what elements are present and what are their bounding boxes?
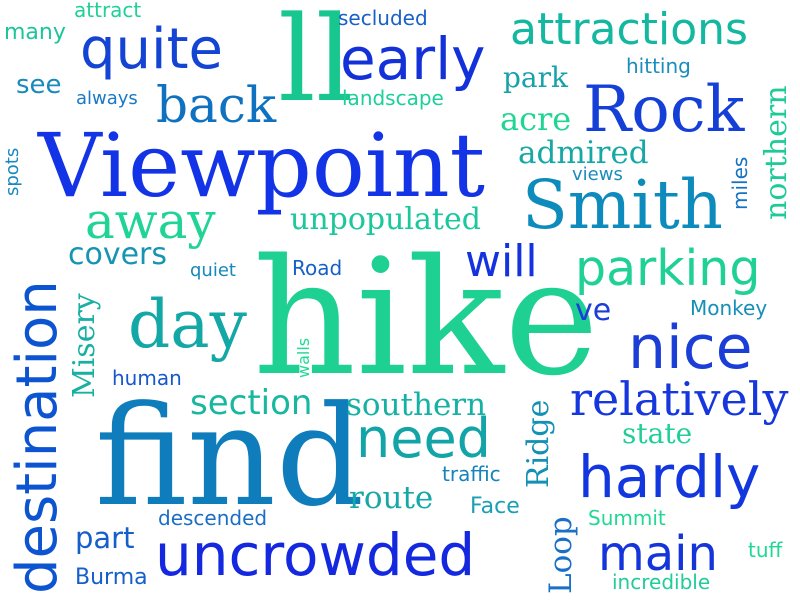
word-tuff: tuff: [748, 538, 783, 562]
word-section: section: [190, 383, 313, 423]
word-parking: parking: [575, 240, 761, 297]
word-human: human: [112, 366, 182, 390]
word-unpopulated: unpopulated: [290, 202, 481, 237]
word-spots: spots: [2, 147, 23, 196]
word-road: Road: [292, 256, 343, 280]
word-covers: covers: [68, 237, 168, 272]
word-viewpoint: Viewpoint: [38, 114, 486, 217]
word-nice: nice: [628, 313, 753, 383]
word-quiet: quiet: [190, 260, 236, 281]
word-southern: southern: [346, 387, 487, 423]
word-attract: attract: [74, 0, 142, 22]
word-quite: quite: [80, 17, 224, 82]
word-always: always: [76, 88, 138, 109]
word-smith: Smith: [522, 166, 723, 244]
word-northern: northern: [759, 85, 794, 220]
word-attractions: attractions: [510, 4, 748, 55]
word-day: day: [128, 286, 247, 363]
word-part: part: [75, 521, 135, 555]
word-summit: Summit: [588, 506, 666, 530]
word-hike: hike: [253, 224, 599, 411]
word-state: state: [622, 417, 693, 450]
word-incredible: incredible: [612, 570, 711, 594]
word-descended: descended: [158, 506, 268, 530]
word-secluded: secluded: [338, 6, 428, 30]
word-views: views: [572, 164, 623, 185]
word-rock: Rock: [583, 73, 745, 147]
word-misery: Misery: [67, 293, 102, 398]
word-loop: Loop: [543, 516, 579, 594]
word-many: many: [4, 20, 66, 45]
word-monkey: Monkey: [690, 296, 768, 320]
word-see: see: [16, 70, 62, 100]
word-burma: Burma: [75, 565, 148, 590]
word-uncrowded: uncrowded: [155, 521, 476, 589]
word-relatively: relatively: [570, 372, 789, 426]
word-admired: admired: [518, 135, 649, 171]
word-will: will: [465, 236, 538, 287]
word-main: main: [598, 526, 718, 582]
word-early: early: [340, 25, 486, 93]
word-ve: ve: [575, 293, 612, 328]
word-back: back: [156, 76, 277, 134]
word-hitting: hitting: [626, 54, 691, 78]
word-destination: destination: [5, 280, 70, 594]
word-park: park: [503, 61, 568, 94]
word-find: find: [95, 376, 365, 537]
word-hardly: hardly: [578, 443, 761, 511]
word-traffic: traffic: [442, 462, 501, 486]
word-route: route: [349, 480, 434, 516]
word-face: Face: [470, 494, 520, 519]
word-ll: ll: [278, 0, 354, 128]
word-landscape: landscape: [342, 86, 444, 110]
word-ridge: Ridge: [521, 399, 556, 488]
word-away: away: [85, 192, 216, 250]
word-need: need: [356, 407, 491, 470]
word-walls: walls: [294, 337, 313, 378]
word-acre: acre: [500, 100, 572, 138]
word-miles: miles: [728, 156, 752, 210]
